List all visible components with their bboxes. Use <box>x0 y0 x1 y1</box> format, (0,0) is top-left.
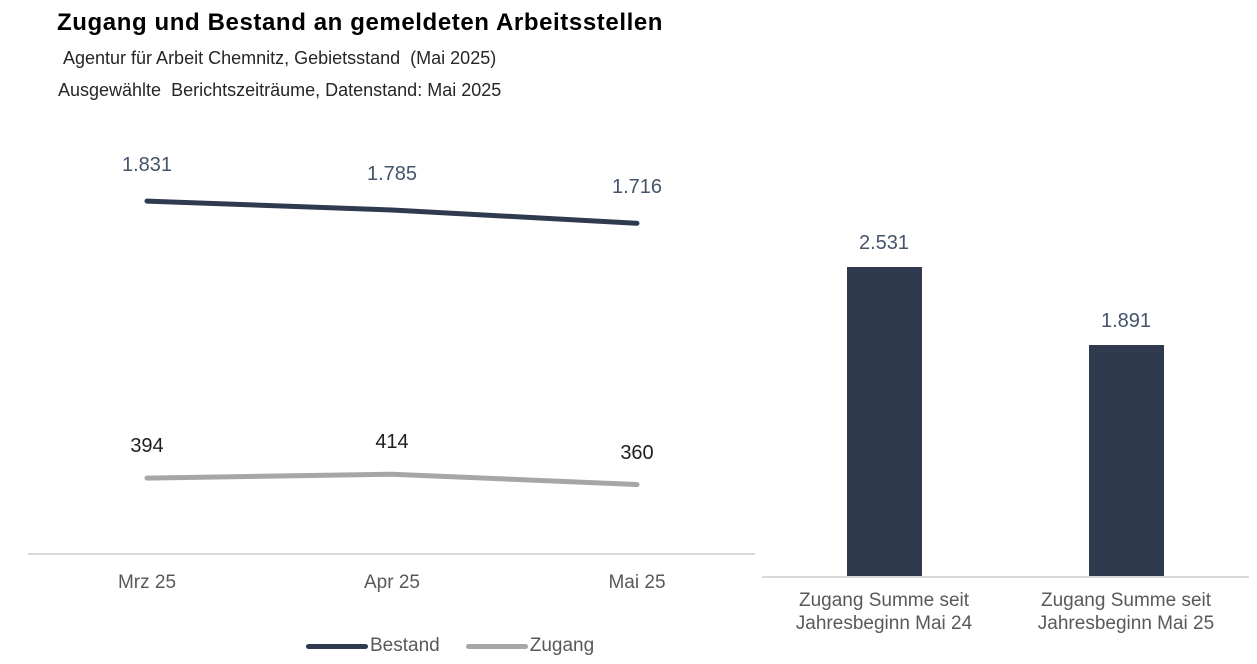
legend-item-bestand: Bestand <box>306 635 440 657</box>
bar-value-label: 2.531 <box>858 231 910 254</box>
bestand-value-label: 1.716 <box>611 176 663 199</box>
x-axis-line-right <box>762 576 1249 578</box>
bar-value-label: 1.891 <box>1100 309 1152 332</box>
legend-item-zugang: Zugang <box>465 635 595 657</box>
zugang-value-label: 360 <box>620 441 654 464</box>
bestand-value-label: 1.831 <box>121 154 173 177</box>
bar-1 <box>846 266 922 576</box>
legend-label-bestand: Bestand <box>370 635 440 656</box>
bar-category-label: Zugang Summe seit Jahresbeginn Mai 24 <box>795 590 973 634</box>
x-tick-label: Apr 25 <box>364 572 420 593</box>
bar-2 <box>1088 344 1164 576</box>
x-axis-line-left <box>28 553 755 555</box>
bestand-value-label: 1.785 <box>366 162 418 185</box>
bar-category-label: Zugang Summe seit Jahresbeginn Mai 25 <box>1037 590 1215 634</box>
bestand-line-swatch <box>306 643 368 649</box>
zugang-line <box>144 471 640 488</box>
legend-label-zugang: Zugang <box>529 635 595 656</box>
zugang-value-label: 414 <box>375 431 409 454</box>
zugang-value-label: 394 <box>130 435 164 458</box>
legend: Bestand Zugang <box>306 635 594 657</box>
chart-header: Zugang und Bestand an gemeldeten Arbeits… <box>57 8 663 102</box>
x-tick-label: Mrz 25 <box>117 572 177 593</box>
bestand-line <box>144 198 640 226</box>
page-title: Zugang und Bestand an gemeldeten Arbeits… <box>57 9 664 36</box>
subtitle-period: Ausgewählte Berichtszeiträume, Datenstan… <box>58 80 502 100</box>
zugang-line-swatch <box>465 643 528 649</box>
subtitle-region: Agentur für Arbeit Chemnitz, Gebietsstan… <box>63 48 497 68</box>
x-tick-label: Mai 25 <box>608 572 666 593</box>
